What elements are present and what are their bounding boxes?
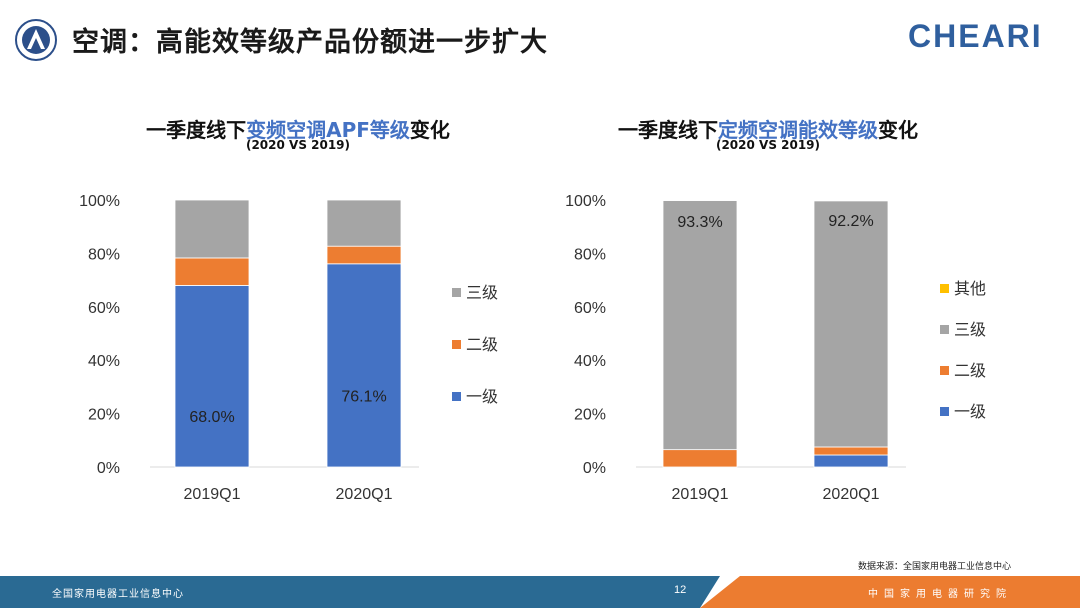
chart-1-bar-2019Q1-一级: [174, 285, 250, 468]
chart-2-bar-2019Q1-二级: [662, 449, 738, 468]
chart-1-subtitle: (2020 VS 2019): [245, 138, 351, 152]
chart-1-title-prefix: 一季度线下: [146, 118, 247, 142]
page-number: 12: [674, 584, 687, 596]
chart-1-bar-2019Q1-二级: [174, 257, 250, 286]
chart-2-bar-2020Q1-其他: [813, 199, 889, 202]
chart-1-title-suffix: 变化: [409, 118, 450, 142]
chart-1-legend-label: 三级: [466, 283, 498, 302]
chart-2-legend-swatch: [940, 407, 949, 416]
chart-1-ytick-label: 0%: [97, 460, 120, 477]
footer-institute-name: 中国家用电器研究院: [868, 589, 1012, 600]
institute-logo: [15, 19, 57, 61]
chart-2-ytick-label: 80%: [574, 246, 606, 263]
chart-2-legend-label: 二级: [954, 361, 986, 380]
chart-1-ytick-label: 80%: [88, 246, 120, 263]
chart-2-ytick-label: 20%: [574, 407, 606, 424]
chart-2-ytick-label: 40%: [574, 353, 606, 370]
chart-2-legend-swatch: [940, 325, 949, 334]
chart-1-data-label: 68.0%: [189, 409, 234, 426]
chart-1-ytick-label: 20%: [88, 407, 120, 424]
chart-1-legend-swatch: [452, 392, 461, 401]
chart-1-ytick-label: 100%: [79, 193, 120, 210]
chart-1-data-label: 76.1%: [341, 388, 386, 405]
chart-2-category-label: 2020Q1: [823, 486, 880, 503]
chart-2-bar-2020Q1-二级: [813, 446, 889, 456]
chart-2-title: 一季度线下定频空调能效等级变化: [588, 114, 948, 143]
chart-2-ytick-label: 0%: [583, 460, 606, 477]
chart-1-bar-2020Q1-一级: [326, 263, 402, 468]
chart-2-legend-label: 一级: [954, 402, 986, 421]
chart-2-legend-swatch: [940, 366, 949, 375]
chart-1-legend-label: 一级: [466, 387, 498, 406]
chart-1-ytick-label: 60%: [88, 300, 120, 317]
chart-2-bar-2019Q1-三级: [662, 200, 738, 451]
chart-1-legend-swatch: [452, 340, 461, 349]
brand-logo: CHEARI: [908, 18, 1043, 54]
chart-2-ytick-label: 100%: [565, 193, 606, 210]
chart-2-data-label: 92.2%: [828, 213, 873, 230]
chart-2-legend-label: 三级: [954, 320, 986, 339]
footer-bar: 全国家用电器工业信息中心 12 中国家用电器研究院: [0, 576, 1080, 608]
chart-1-bar-2019Q1-三级: [174, 199, 250, 259]
chart-2-ytick-label: 60%: [574, 300, 606, 317]
chart-1-legend-swatch: [452, 288, 461, 297]
chart-1-legend-label: 二级: [466, 335, 498, 354]
chart-2-legend-label: 其他: [954, 279, 986, 298]
chart-2-title-highlight: 定频空调能效等级: [718, 118, 878, 142]
chart-2-data-label: 93.3%: [677, 214, 722, 231]
chart-2-bar-2020Q1-一级: [813, 454, 889, 468]
page-title: 空调：高能效等级产品份额进一步扩大: [72, 27, 548, 58]
charts-canvas: 0% 20% 40% 60% 80% 100% 2019Q1 2020Q1 68.0% 76.1%…: [79, 193, 986, 503]
chart-2-bar-2020Q1-三级: [813, 200, 889, 448]
footer-left-band: [0, 576, 720, 608]
chart-1-title-highlight: 变频空调APF等级: [246, 118, 410, 142]
footer-org-name: 全国家用电器工业信息中心: [52, 589, 184, 600]
chart-2-title-prefix: 一季度线下: [618, 118, 718, 142]
data-source-note: 数据来源：全国家用电器工业信息中心: [858, 562, 1012, 572]
chart-1-category-label: 2020Q1: [336, 486, 393, 503]
chart-1-bar-2020Q1-二级: [326, 245, 402, 265]
chart-2-title-suffix: 变化: [878, 118, 918, 142]
chart-2-category-label: 2019Q1: [672, 486, 729, 503]
chart-2-subtitle: (2020 VS 2019): [715, 138, 821, 152]
chart-1-category-label: 2019Q1: [184, 486, 241, 503]
chart-1-ytick-label: 40%: [88, 353, 120, 370]
chart-1-title: 一季度线下变频空调APF等级变化: [118, 114, 478, 143]
chart-1-bar-2020Q1-三级: [326, 199, 402, 247]
chart-2-bar-2019Q1-其他: [662, 199, 738, 201]
chart-2-legend-swatch: [940, 284, 949, 293]
footer-right-band: [700, 576, 1080, 608]
